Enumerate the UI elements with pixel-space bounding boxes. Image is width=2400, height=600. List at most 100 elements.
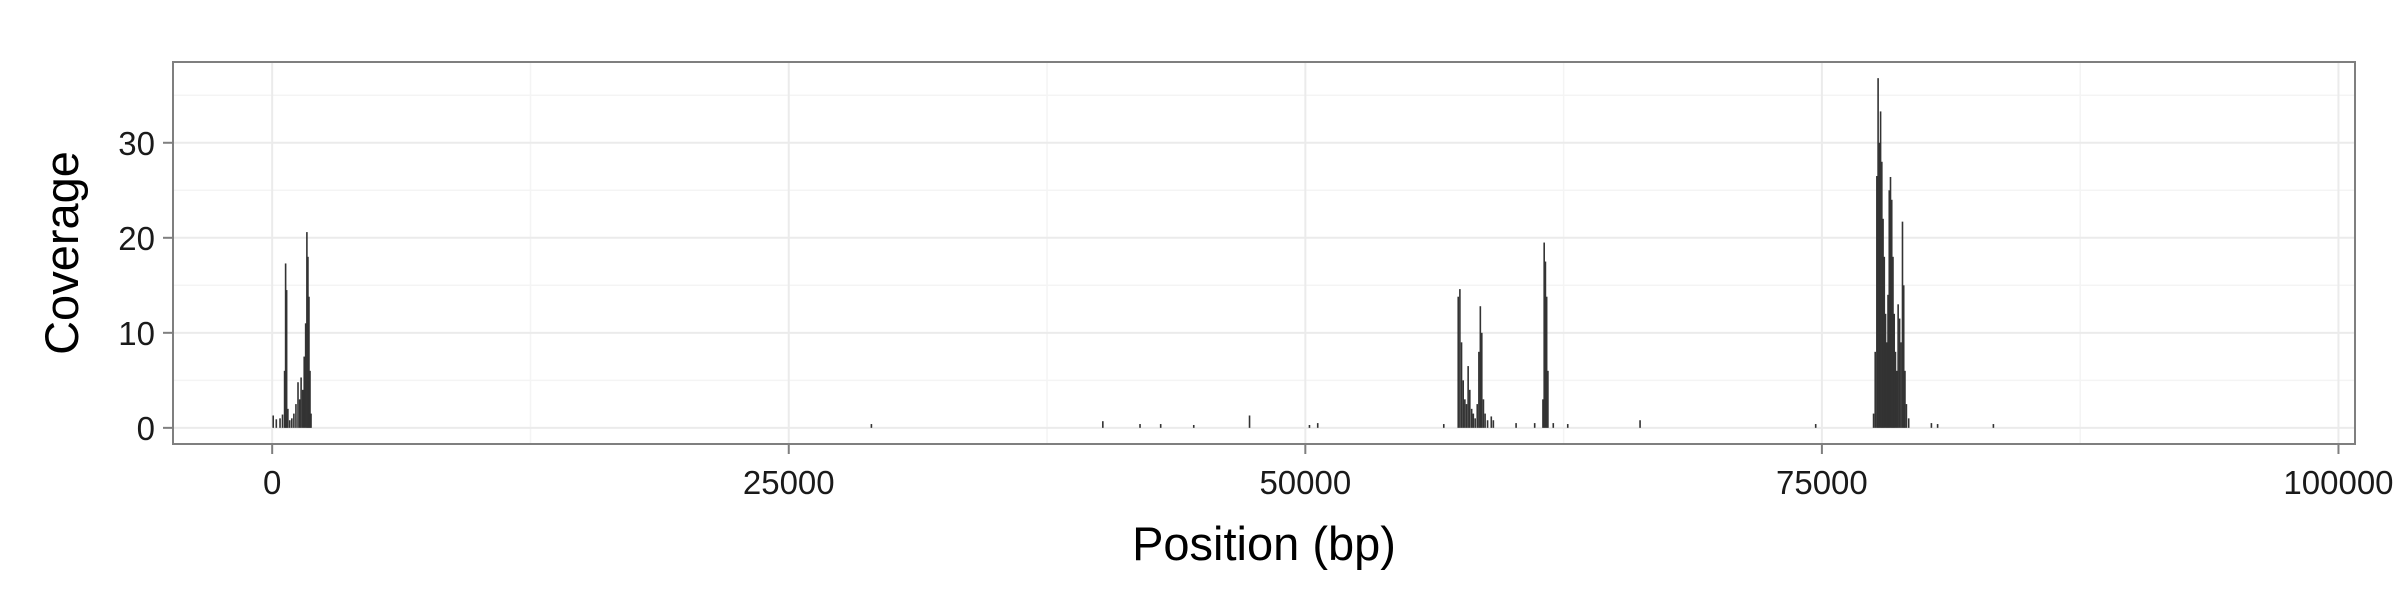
coverage-bar: [1904, 370, 1906, 428]
coverage-bars: [272, 78, 1995, 428]
coverage-bar: [1566, 424, 1569, 428]
coverage-bar: [1894, 351, 1897, 428]
coverage-bar: [272, 415, 275, 428]
coverage-bar: [1936, 424, 1939, 428]
coverage-bar: [1492, 420, 1495, 428]
coverage-bar: [1192, 424, 1195, 428]
coverage-bar: [297, 382, 299, 428]
coverage-bar: [1490, 416, 1493, 428]
coverage-bar: [301, 389, 304, 428]
coverage-bar: [1482, 399, 1485, 428]
coverage-bar: [1442, 424, 1445, 428]
coverage-bar: [1930, 423, 1933, 428]
coverage-bar: [1469, 389, 1471, 428]
coverage-bar: [310, 413, 312, 428]
coverage-bar: [1814, 424, 1817, 428]
coverage-bar: [1479, 306, 1482, 428]
x-tick-label: 25000: [743, 464, 835, 501]
coverage-bar: [1464, 399, 1466, 428]
y-tick-label: 20: [118, 220, 155, 257]
coverage-bar: [304, 323, 307, 428]
coverage-bar: [1901, 221, 1904, 428]
coverage-bar: [1478, 351, 1480, 428]
coverage-bar: [1884, 313, 1887, 428]
y-tick-label: 0: [137, 410, 155, 447]
coverage-bar: [1467, 366, 1469, 428]
coverage-bar: [1543, 242, 1545, 428]
coverage-bar: [1992, 424, 1995, 428]
x-tick-label: 100000: [2283, 464, 2393, 501]
coverage-bar: [1905, 404, 1908, 428]
plot-panel: [173, 62, 2355, 444]
coverage-bar: [1545, 296, 1548, 428]
coverage-bar: [1102, 421, 1104, 428]
coverage-bar: [1883, 256, 1886, 428]
y-tick-label: 10: [118, 315, 155, 352]
coverage-bar: [288, 420, 291, 428]
coverage-bar: [1881, 161, 1883, 428]
x-axis-ticks: 0 25000 50000 75000 100000: [263, 444, 2394, 501]
coverage-bar: [1139, 424, 1141, 428]
coverage-bar: [1888, 190, 1891, 428]
coverage-bar: [1465, 404, 1468, 428]
coverage-bar: [285, 290, 288, 428]
coverage-bar: [1902, 285, 1905, 428]
coverage-bar: [308, 296, 310, 428]
coverage-bar: [1900, 342, 1902, 428]
panel-border: [172, 61, 2356, 445]
x-tick-label: 0: [263, 464, 281, 501]
coverage-bar: [870, 424, 873, 428]
coverage-bar: [1907, 418, 1910, 428]
coverage-bar: [1872, 413, 1875, 428]
coverage-bar: [1890, 199, 1893, 428]
coverage-bar: [1308, 424, 1311, 428]
coverage-bar: [298, 399, 301, 428]
coverage-bar: [1887, 294, 1889, 428]
coverage-bar: [1892, 256, 1894, 428]
coverage-bar: [1515, 423, 1517, 428]
x-axis-title: Position (bp): [1132, 517, 1396, 570]
coverage-bar: [1876, 176, 1878, 428]
coverage-bar: [1874, 351, 1877, 428]
coverage-bar: [279, 418, 281, 428]
coverage-bar: [1484, 413, 1486, 428]
coverage-bar: [303, 356, 306, 428]
coverage-bar: [1552, 423, 1555, 428]
coverage-bar: [1460, 342, 1463, 428]
coverage-bar: [1889, 176, 1892, 428]
coverage-bar: [306, 232, 308, 428]
coverage-bar: [1898, 318, 1901, 428]
coverage-bar: [283, 370, 286, 428]
coverage-bar: [281, 414, 284, 428]
y-axis-title: Coverage: [35, 151, 88, 355]
coverage-bar: [284, 263, 287, 428]
coverage-bar: [1893, 313, 1896, 428]
coverage-bar: [1544, 261, 1547, 428]
coverage-bar: [1895, 370, 1898, 428]
coverage-bar: [300, 377, 302, 428]
coverage-bar: [275, 419, 278, 428]
coverage-bar: [1159, 424, 1162, 428]
coverage-bar: [1897, 304, 1899, 428]
coverage-bar: [1462, 380, 1464, 428]
coverage-bar: [1533, 423, 1536, 428]
coverage-bar: [1480, 332, 1483, 428]
coverage-bar: [1879, 111, 1882, 428]
coverage-bar: [1882, 218, 1884, 428]
coverage-bar: [1474, 418, 1476, 428]
coverage-bar: [1459, 289, 1461, 428]
coverage-bar: [1457, 296, 1460, 428]
x-tick-label: 50000: [1259, 464, 1351, 501]
coverage-bar: [1248, 415, 1251, 428]
coverage-bar: [1878, 142, 1881, 428]
coverage-bar: [287, 408, 289, 428]
coverage-bar: [1486, 420, 1489, 428]
major-grid: [173, 62, 2355, 444]
coverage-bar: [1542, 399, 1544, 428]
coverage-bar: [307, 256, 309, 428]
coverage-bar: [1472, 413, 1475, 428]
y-tick-label: 30: [118, 125, 155, 162]
coverage-bar: [293, 413, 295, 428]
coverage-bar: [309, 370, 311, 428]
coverage-bar: [291, 418, 293, 428]
